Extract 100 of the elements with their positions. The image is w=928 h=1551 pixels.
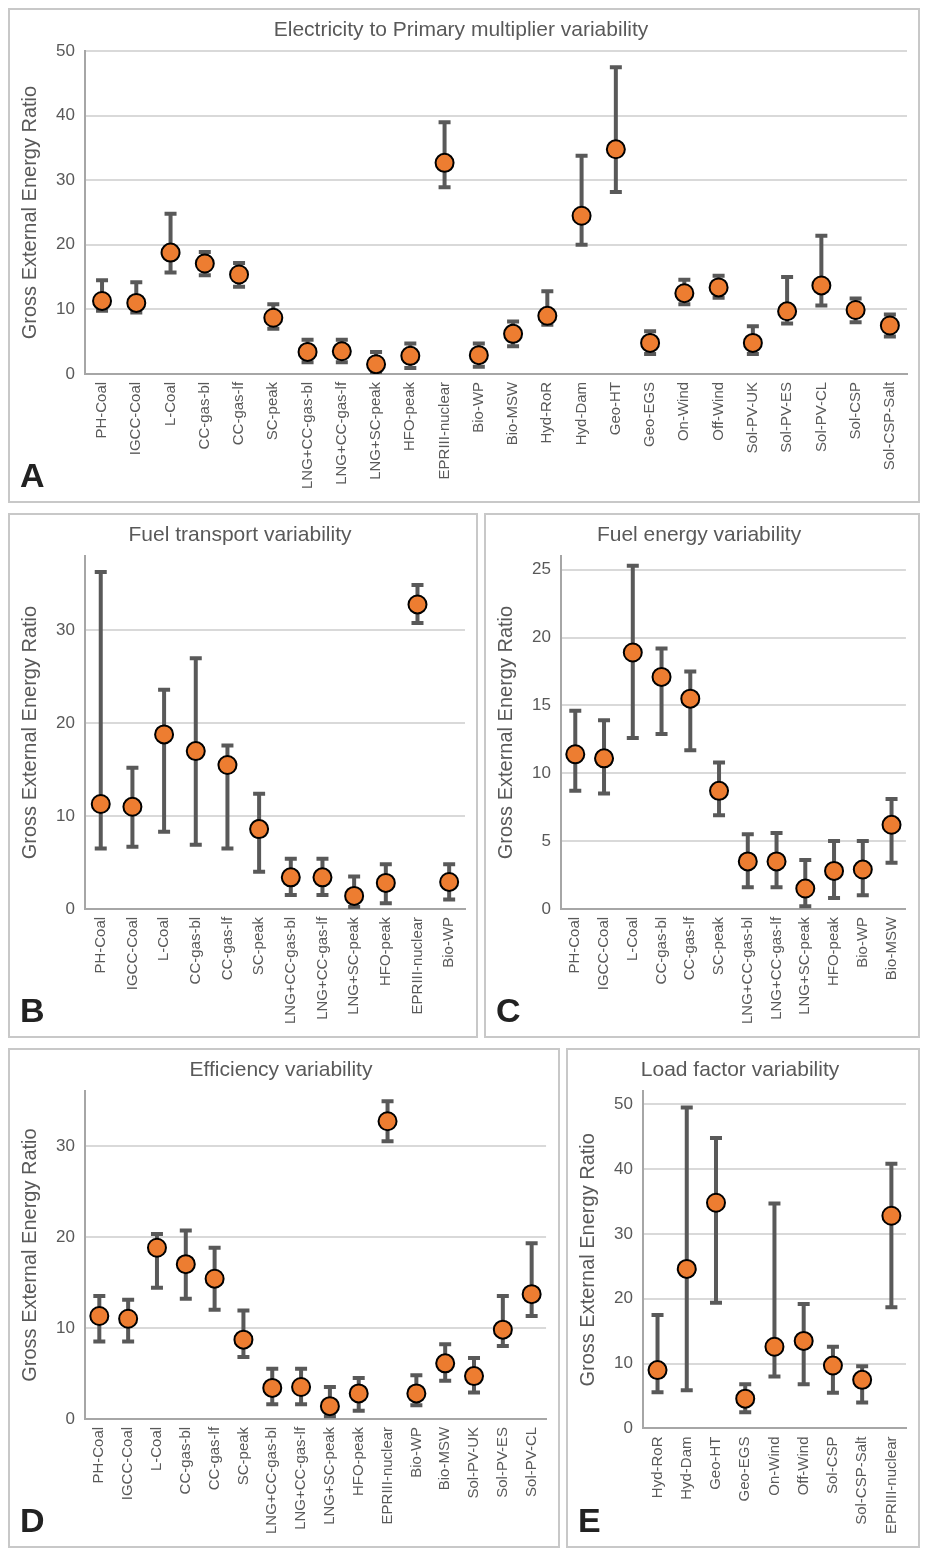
point xyxy=(229,264,250,285)
point xyxy=(366,354,387,374)
point xyxy=(291,1377,312,1398)
chart-title: Load factor variability xyxy=(640,1057,840,1081)
y-tick-label: 40 xyxy=(55,105,75,125)
x-tick-label: IGCC-Coal xyxy=(118,1426,136,1501)
point xyxy=(647,1360,668,1381)
y-tick-label: 30 xyxy=(55,1135,75,1155)
text: E xyxy=(578,1501,601,1540)
y-tick-label: 30 xyxy=(55,620,75,640)
x-tick-label: CC-gas-bl xyxy=(185,916,203,985)
point xyxy=(344,885,365,906)
x-tick-label: PH-Coal xyxy=(89,1426,107,1484)
point xyxy=(708,277,729,298)
x-tick-label: L-Coal xyxy=(154,916,172,962)
x-tick-label: Off-Wind xyxy=(793,1436,811,1496)
x-tick-label: SC-peak xyxy=(263,381,281,441)
x-tick-label: Geo-EGS xyxy=(735,1436,753,1502)
x-tick-label: IGCC-Coal xyxy=(594,916,612,991)
y-tick-label: 30 xyxy=(55,169,75,189)
y-tick-label: 0 xyxy=(65,898,75,918)
point xyxy=(126,292,147,313)
x-tick-label: Hyd-Dam xyxy=(571,381,589,446)
x-tick-label: LNG+SC-peak xyxy=(366,381,384,480)
x-tick-label: PH-Coal xyxy=(90,916,108,974)
y-tick-label: 25 xyxy=(531,559,551,579)
chart-title: Electricity to Primary multiplier variability xyxy=(273,17,649,41)
x-tick-label: CC-gas-bl xyxy=(194,381,212,450)
chart-title: Fuel transport variability xyxy=(128,522,352,546)
point xyxy=(89,1306,110,1327)
y-axis-title: Gross External Energy Ratio xyxy=(493,605,516,860)
x-tick-label: Bio-MSW xyxy=(881,916,899,981)
x-tick-label: Hyd-RoR xyxy=(537,381,555,444)
point xyxy=(375,872,396,893)
x-tick-label: PH-Coal xyxy=(565,916,583,974)
point xyxy=(845,299,866,320)
point xyxy=(194,253,215,274)
point xyxy=(735,1388,756,1409)
y-tick-label: 50 xyxy=(613,1093,633,1113)
x-tick-label: Sol-CSP xyxy=(823,1436,841,1494)
point xyxy=(680,688,701,709)
x-tick-label: Hyd-Dam xyxy=(676,1436,694,1500)
point xyxy=(146,1237,167,1258)
y-tick-label: 20 xyxy=(55,234,75,254)
y-tick-label: 5 xyxy=(541,830,551,850)
y-tick-label: 20 xyxy=(55,1226,75,1246)
point xyxy=(674,283,695,304)
point xyxy=(92,290,113,311)
x-tick-label: L-Coal xyxy=(160,381,178,427)
x-tick-label: LNG+CC-gas-bl xyxy=(280,916,298,1025)
x-tick-label: Sol-PV-ES xyxy=(777,381,795,453)
point xyxy=(622,642,643,663)
y-tick-label: 0 xyxy=(65,1408,75,1428)
x-tick-label: SC-peak xyxy=(233,1426,251,1486)
x-tick-label: LNG+CC-gas-bl xyxy=(737,916,755,1025)
point xyxy=(492,1319,513,1340)
point xyxy=(793,1330,814,1351)
x-tick-label: HFO-peak xyxy=(824,916,842,987)
point xyxy=(263,307,284,328)
point xyxy=(400,345,421,366)
y-tick-label: 30 xyxy=(613,1223,633,1243)
x-tick-label: On-Wind xyxy=(764,1436,782,1496)
point xyxy=(795,878,816,899)
point xyxy=(280,867,301,888)
point xyxy=(217,755,238,776)
point xyxy=(118,1308,139,1329)
point xyxy=(594,748,615,769)
x-tick-label: CC-gas-lf xyxy=(229,381,247,446)
point xyxy=(464,1366,485,1387)
x-tick-label: Geo-EGS xyxy=(640,381,658,447)
point xyxy=(881,814,902,835)
x-tick-label: Hyd-RoR xyxy=(647,1436,665,1499)
y-tick-label: 0 xyxy=(65,363,75,383)
point xyxy=(824,860,845,881)
x-tick-label: CC-gas-bl xyxy=(651,916,669,985)
x-tick-label: Sol-PV-CL xyxy=(521,1426,539,1497)
point xyxy=(185,741,206,762)
point xyxy=(331,341,352,362)
point xyxy=(312,867,333,888)
x-tick-label: Sol-PV-UK xyxy=(464,1426,482,1499)
y-tick-label: 10 xyxy=(531,762,551,782)
point xyxy=(160,242,181,263)
chart-title: Fuel energy variability xyxy=(596,522,802,546)
y-axis-title: Gross External Energy Ratio xyxy=(17,1128,40,1382)
y-tick-label: 50 xyxy=(55,40,75,60)
x-tick-label: Geo-HT xyxy=(605,381,623,436)
x-tick-label: LNG+CC-gas-lf xyxy=(291,1426,309,1530)
point xyxy=(348,1383,369,1404)
x-tick-label: LNG+CC-gas-bl xyxy=(297,381,315,490)
y-tick-label: 10 xyxy=(55,805,75,825)
x-tick-label: EPRIII-nuclear xyxy=(434,381,452,480)
x-tick-label: Bio-MSW xyxy=(435,1426,453,1491)
point xyxy=(406,1383,427,1404)
point xyxy=(822,1355,843,1376)
point xyxy=(175,1254,196,1275)
point xyxy=(439,871,460,892)
y-tick-label: 10 xyxy=(55,299,75,319)
point xyxy=(204,1268,225,1289)
x-tick-label: Sol-CSP-Salt xyxy=(880,381,898,471)
y-tick-label: 0 xyxy=(541,898,551,918)
